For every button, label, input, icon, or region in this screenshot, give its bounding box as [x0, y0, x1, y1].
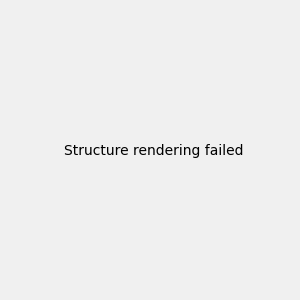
Text: Structure rendering failed: Structure rendering failed — [64, 145, 244, 158]
